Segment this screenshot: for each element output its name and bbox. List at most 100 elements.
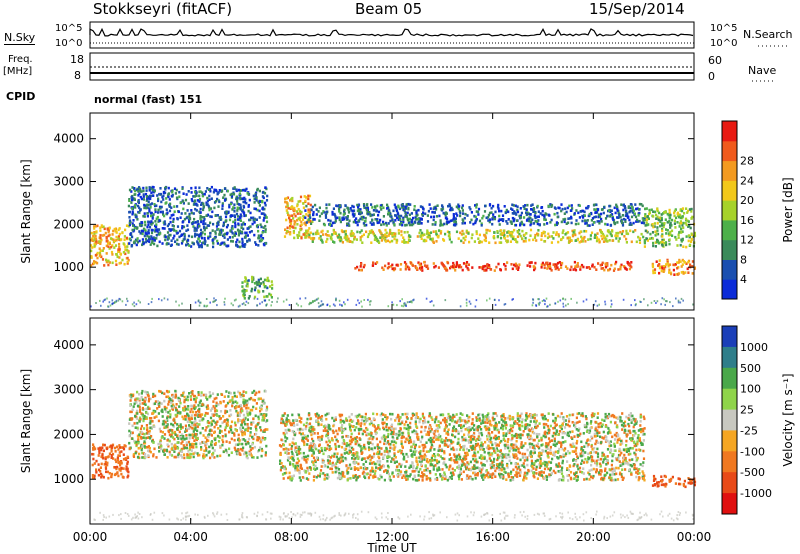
echo-cell — [131, 408, 134, 411]
echo-cell — [212, 419, 215, 423]
echo-cell — [681, 263, 684, 266]
echo-cell — [317, 474, 320, 478]
echo-cell — [354, 221, 357, 224]
echo-cell — [656, 215, 659, 219]
echo-cell — [148, 225, 152, 229]
echo-cell — [350, 209, 353, 212]
echo-cell — [394, 219, 397, 222]
echo-cell — [290, 447, 293, 450]
ground-scatter-cell — [469, 302, 472, 305]
echo-cell — [196, 240, 199, 243]
echo-cell — [486, 266, 489, 270]
echo-cell — [388, 240, 392, 244]
echo-cell — [161, 391, 164, 395]
echo-cell — [574, 266, 577, 270]
echo-cell — [622, 204, 625, 207]
ground-scatter-cell — [622, 298, 625, 301]
echo-cell — [305, 204, 308, 208]
echo-cell — [91, 463, 94, 467]
echo-cell — [192, 410, 195, 414]
echo-cell — [166, 423, 169, 426]
echo-cell — [235, 240, 238, 244]
echo-cell — [464, 212, 467, 216]
echo-cell — [357, 205, 360, 209]
echo-cell — [348, 219, 351, 223]
echo-cell — [249, 445, 252, 448]
echo-cell — [334, 442, 337, 446]
echo-cell — [206, 412, 209, 415]
echo-cell — [607, 268, 610, 272]
echo-cell — [228, 441, 231, 444]
echo-cell — [230, 428, 233, 431]
echo-cell — [162, 194, 165, 198]
echo-cell — [519, 223, 522, 227]
echo-cell — [153, 425, 156, 428]
echo-cell — [689, 263, 692, 267]
echo-cell — [489, 459, 492, 462]
echo-cell — [676, 244, 679, 247]
echo-cell — [146, 214, 149, 218]
echo-cell — [213, 206, 216, 210]
echo-cell — [606, 240, 609, 243]
echo-cell — [305, 234, 308, 238]
echo-cell — [264, 453, 267, 457]
echo-cell — [343, 217, 346, 221]
echo-cell — [285, 201, 288, 204]
echo-cell — [314, 203, 317, 207]
echo-cell — [572, 230, 575, 234]
echo-cell — [207, 188, 211, 191]
echo-cell — [135, 243, 138, 247]
echo-cell — [151, 215, 154, 218]
echo-cell — [682, 245, 685, 248]
echo-cell — [239, 428, 242, 432]
echo-cell — [130, 195, 133, 199]
echo-cell — [210, 441, 213, 444]
echo-cell — [372, 223, 375, 226]
echo-cell — [615, 237, 618, 240]
echo-cell — [194, 221, 197, 224]
echo-cell — [189, 217, 192, 221]
ground-scatter-cell — [610, 303, 613, 306]
echo-cell — [460, 462, 463, 466]
ground-scatter-cell — [363, 299, 365, 301]
echo-cell — [262, 280, 265, 284]
echo-cell — [424, 454, 428, 458]
echo-cell — [146, 225, 149, 229]
echo-cell — [238, 245, 241, 249]
ground-scatter-cell — [335, 298, 337, 301]
echo-cell — [170, 454, 174, 457]
echo-cell — [613, 467, 616, 471]
echo-cell — [540, 238, 543, 241]
echo-cell — [243, 211, 246, 215]
echo-cell — [111, 253, 114, 256]
ground-scatter-cell — [343, 301, 345, 304]
echo-cell — [188, 433, 191, 437]
echo-cell — [326, 234, 329, 237]
echo-cell — [120, 472, 123, 476]
echo-cell — [242, 188, 245, 192]
echo-cell — [448, 204, 452, 208]
echo-cell — [189, 395, 192, 398]
echo-cell — [167, 193, 170, 196]
echo-cell — [159, 442, 162, 445]
echo-cell — [642, 221, 646, 225]
ground-scatter-cell — [214, 299, 216, 302]
echo-cell — [256, 436, 259, 439]
echo-cell — [136, 390, 139, 394]
echo-cell — [516, 422, 519, 425]
echo-cell — [643, 241, 646, 245]
echo-cell — [524, 204, 527, 207]
echo-cell — [209, 456, 212, 460]
echo-cell — [376, 460, 379, 463]
echo-cell — [612, 218, 615, 222]
echo-cell — [613, 267, 616, 271]
echo-cell — [456, 214, 459, 217]
echo-cell — [209, 215, 212, 218]
echo-cell — [557, 240, 560, 244]
echo-cell — [676, 261, 679, 264]
echo-cell — [147, 454, 150, 457]
echo-cell — [299, 212, 302, 215]
echo-cell — [148, 446, 151, 450]
echo-cell — [404, 207, 407, 210]
echo-cell — [183, 233, 186, 236]
